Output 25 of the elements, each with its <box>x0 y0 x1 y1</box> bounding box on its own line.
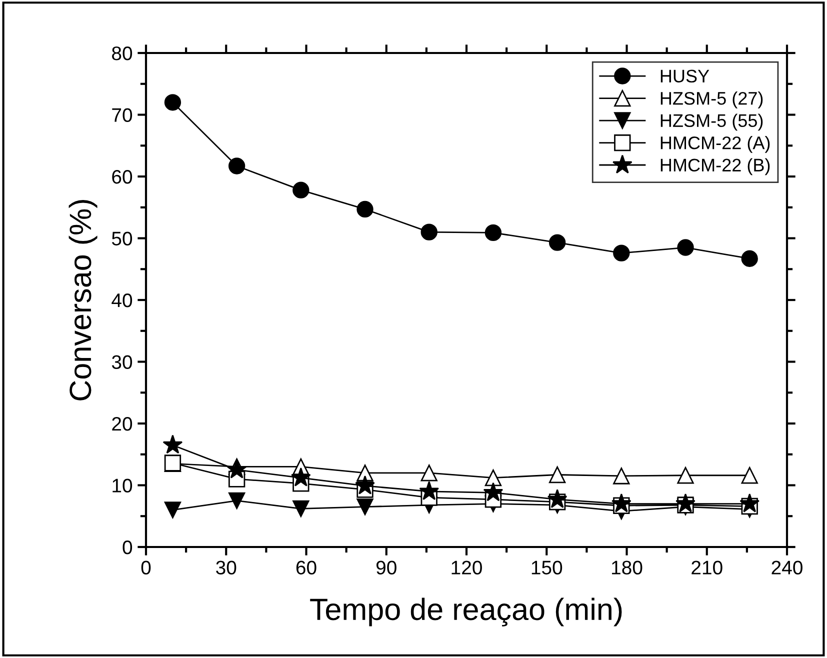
y-tick-label: 50 <box>112 232 132 246</box>
x-axis-title: Tempo de reaçao (min) <box>310 598 622 626</box>
x-tick-label: 90 <box>376 560 396 574</box>
x-tick-label: 60 <box>296 560 316 574</box>
y-tick-label: 20 <box>112 416 132 431</box>
x-tick-label: 150 <box>532 560 562 574</box>
legend-label: HMCM-22 (B) <box>660 158 770 176</box>
x-tick-label: 240 <box>772 560 802 574</box>
x-tick-label: 30 <box>216 560 236 574</box>
x-tick-label: 0 <box>141 560 151 574</box>
x-tick-label: 210 <box>692 560 722 574</box>
x-tick-label: 180 <box>612 560 642 574</box>
y-tick-label: 80 <box>112 46 132 60</box>
x-tick-label: 120 <box>452 560 482 574</box>
y-tick-label: 40 <box>112 293 132 308</box>
legend-label: HZSM-5 (27) <box>660 92 763 108</box>
y-tick-label: 30 <box>112 355 132 369</box>
y-tick-label: 60 <box>112 170 132 184</box>
legend-label: HUSY <box>660 70 710 83</box>
legend-label: HMCM-22 (A) <box>660 136 770 153</box>
y-tick-label: 0 <box>122 540 132 554</box>
y-tick-label: 10 <box>112 478 132 492</box>
y-tick-label: 70 <box>112 108 132 122</box>
legend-label: HZSM-5 (55) <box>660 114 763 131</box>
y-axis-title: Conversao (%) <box>68 200 98 400</box>
